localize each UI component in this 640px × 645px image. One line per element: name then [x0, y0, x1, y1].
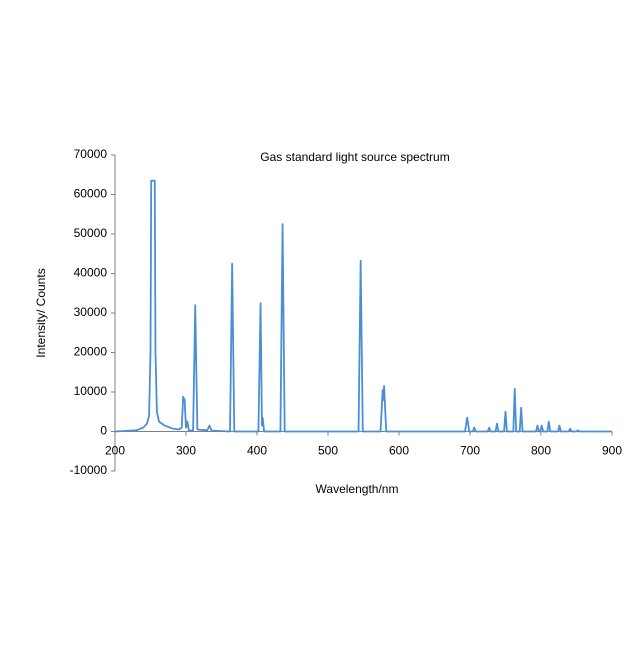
- x-tick-label: 600: [389, 444, 409, 458]
- x-tick-label: 200: [105, 444, 125, 458]
- y-tick-label: 60000: [74, 187, 108, 201]
- y-tick-label: 70000: [74, 147, 108, 161]
- y-tick-label: 40000: [74, 266, 108, 280]
- x-tick-label: 300: [176, 444, 196, 458]
- x-axis-label: Wavelength/nm: [316, 482, 399, 496]
- x-tick-label: 900: [602, 444, 622, 458]
- y-tick-label: -10000: [70, 463, 108, 477]
- y-tick-label: 0: [100, 424, 107, 438]
- x-tick-label: 500: [318, 444, 338, 458]
- x-tick-label: 800: [531, 444, 551, 458]
- x-tick-label: 400: [247, 444, 267, 458]
- spectrum-line: [114, 179, 612, 433]
- y-tick-label: 10000: [74, 384, 108, 398]
- y-tick-label: 20000: [74, 345, 108, 359]
- x-tick-label: 700: [460, 444, 480, 458]
- chart-title: Gas standard light source spectrum: [260, 150, 449, 164]
- y-tick-label: 50000: [74, 226, 108, 240]
- y-tick-label: 30000: [74, 305, 108, 319]
- y-axis-label: Intensity/ Counts: [34, 268, 48, 357]
